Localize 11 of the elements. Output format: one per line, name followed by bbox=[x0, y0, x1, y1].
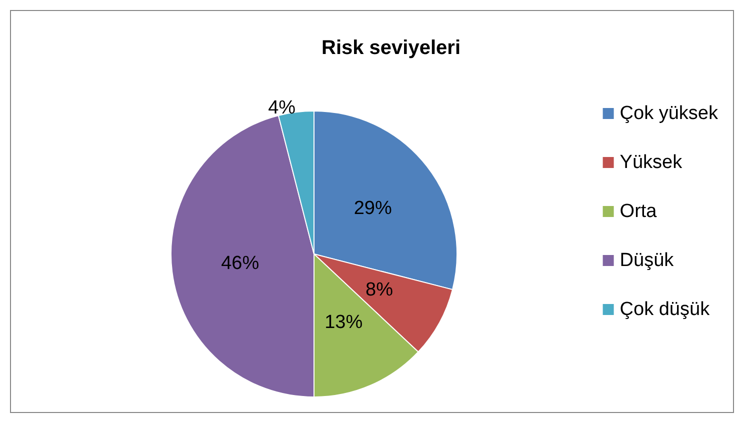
legend-label: Yüksek bbox=[620, 152, 683, 173]
legend-label: Çok yüksek bbox=[620, 103, 718, 124]
chart-title: Risk seviyeleri bbox=[322, 37, 460, 59]
data-label: 46% bbox=[221, 252, 260, 274]
data-label: 8% bbox=[366, 279, 394, 300]
legend-label: Düşük bbox=[620, 250, 674, 271]
legend-label: Çok düşük bbox=[620, 299, 710, 320]
data-label: 13% bbox=[324, 312, 363, 333]
data-label: 29% bbox=[354, 198, 392, 219]
legend-label: Orta bbox=[620, 201, 658, 222]
data-label: 4% bbox=[268, 98, 296, 119]
